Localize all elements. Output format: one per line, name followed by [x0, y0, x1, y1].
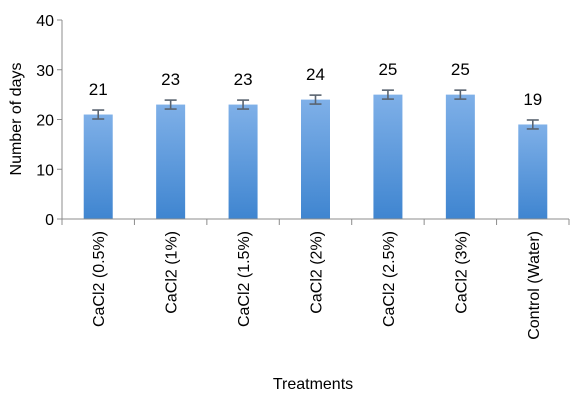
data-label: 21 — [89, 80, 108, 99]
error-bar — [526, 119, 539, 130]
error-bar — [454, 89, 467, 100]
error-bar — [237, 99, 250, 110]
bar — [445, 94, 475, 219]
y-tick-label: 20 — [36, 113, 54, 130]
bar — [228, 104, 258, 219]
y-tick-label: 0 — [45, 212, 54, 229]
error-bar — [381, 89, 394, 100]
bar — [301, 99, 330, 219]
data-label: 23 — [161, 70, 180, 89]
bar — [156, 104, 186, 219]
x-axis-title: Treatments — [273, 376, 353, 393]
x-tick-label: Control (Water) — [526, 231, 543, 340]
data-label: 23 — [234, 70, 253, 89]
x-tick-label: CaCl2 (0.5%) — [91, 231, 108, 327]
data-label: 24 — [306, 65, 325, 84]
bar — [373, 94, 403, 219]
y-axis-title: Number of days — [8, 63, 25, 176]
y-tick-label: 10 — [36, 162, 54, 179]
x-tick-label: CaCl2 (1%) — [164, 231, 181, 314]
x-axis-ticks: CaCl2 (0.5%) CaCl2 (1%) CaCl2 (1.5%) CaCl2 … — [61, 219, 570, 340]
x-tick-label: CaCl2 (1.5%) — [236, 231, 253, 327]
error-bar — [309, 94, 322, 105]
x-tick-label: CaCl2 (2%) — [309, 231, 326, 314]
error-bar — [164, 99, 177, 110]
data-label: 25 — [451, 60, 470, 79]
bar — [518, 124, 548, 219]
bar — [83, 114, 113, 219]
data-labels: 21 23 23 24 25 25 19 — [89, 60, 542, 109]
y-tick-label: 40 — [36, 13, 54, 30]
data-label: 19 — [523, 90, 542, 109]
y-tick-label: 30 — [36, 63, 54, 80]
x-tick-label: CaCl2 (2.5%) — [381, 231, 398, 327]
data-label: 25 — [378, 60, 397, 79]
error-bar — [92, 109, 105, 120]
bars-group — [83, 89, 548, 219]
x-tick-label: CaCl2 (3%) — [453, 231, 470, 314]
axes — [61, 20, 569, 220]
y-axis-ticks: 0 10 20 30 40 — [36, 13, 62, 229]
